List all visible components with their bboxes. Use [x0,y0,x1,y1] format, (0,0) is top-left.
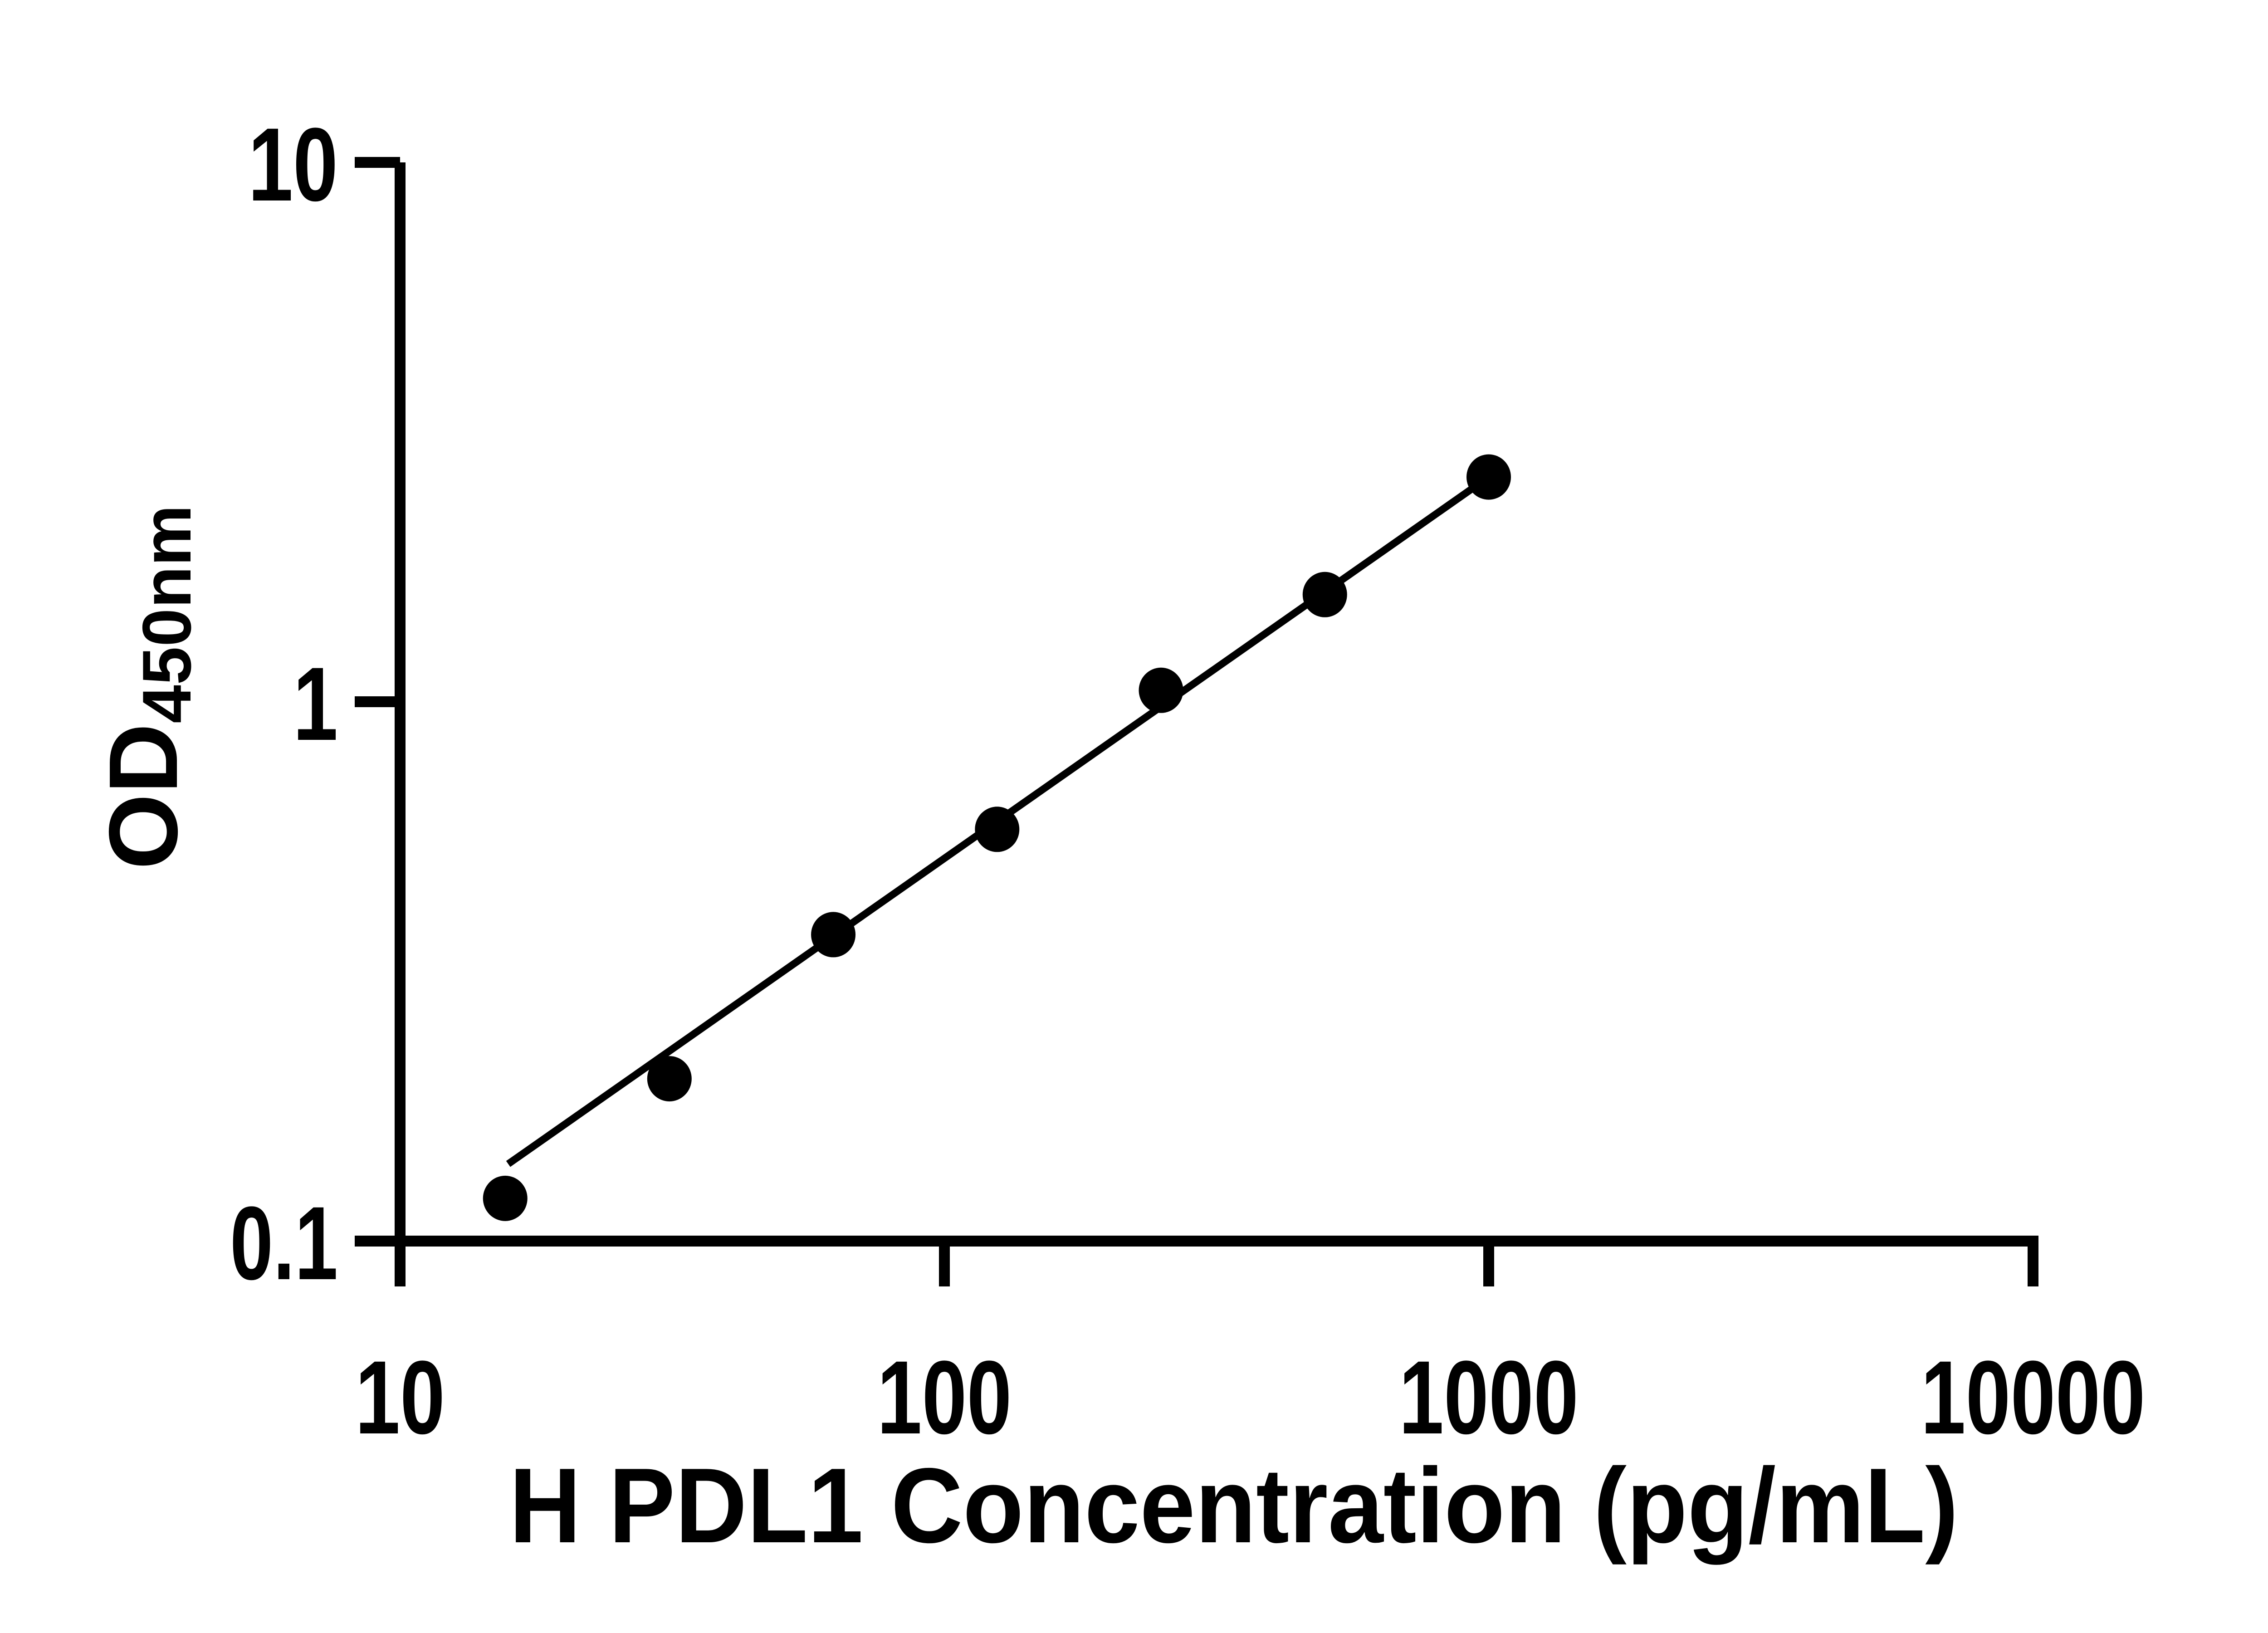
tick-labels: 0.1 1 10 10 100 1000 10000 [230,106,2146,1456]
y-axis-title-subscript: 450nm [128,505,205,724]
y-axis-title-main: OD [88,724,198,870]
data-point [1466,454,1511,500]
x-tick-label: 10 [355,1339,445,1456]
tick-marks [355,157,2038,1286]
data-point [483,1175,528,1221]
data-points [483,454,1511,1221]
data-point [1139,667,1183,713]
x-tick-label: 100 [877,1339,1012,1456]
data-point [1302,572,1347,617]
x-axis-title: H PDL1 Concentration (pg/mL) [509,1446,1959,1565]
data-point [811,912,856,958]
x-tick-label: 1000 [1399,1339,1579,1456]
y-tick-label: 0.1 [230,1185,338,1301]
y-tick-label: 1 [293,645,338,762]
x-tick-label: 10000 [1921,1339,2146,1456]
axes [395,162,2038,1247]
y-axis-title: OD450nm [88,505,205,870]
data-point [647,1056,692,1102]
y-tick-label: 10 [248,106,338,223]
data-point [975,807,1020,852]
